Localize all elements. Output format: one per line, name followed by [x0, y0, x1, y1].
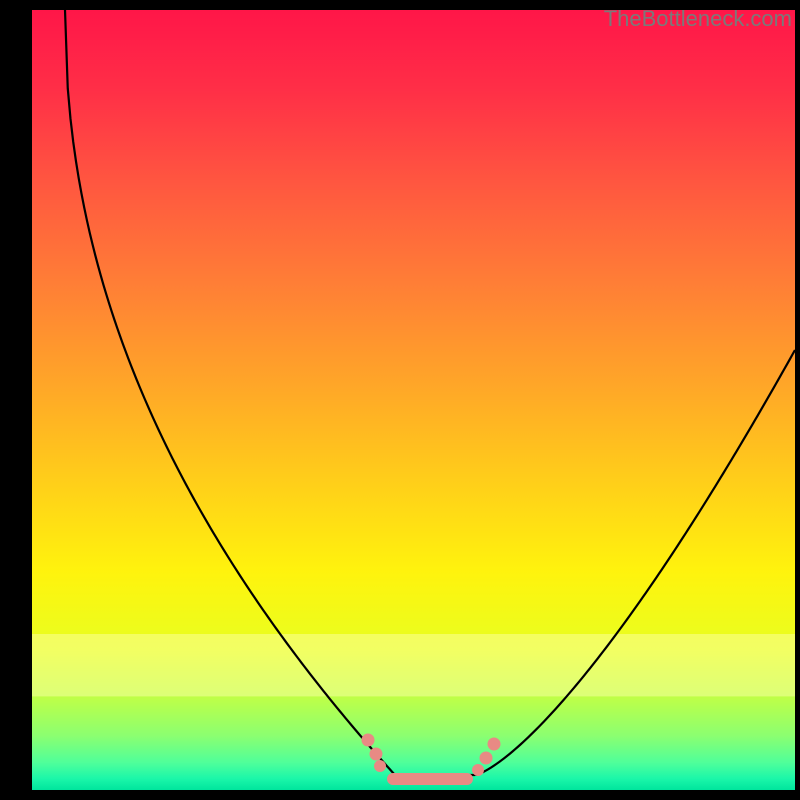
pink-capsule — [387, 773, 473, 785]
pink-dot — [488, 738, 501, 751]
frame-bottom — [0, 790, 800, 800]
pink-dot — [480, 752, 493, 765]
frame-right — [795, 0, 800, 800]
frame-left — [0, 0, 32, 800]
bottleneck-chart — [0, 0, 800, 800]
pink-dot — [374, 760, 386, 772]
pink-dot — [370, 748, 383, 761]
watermark-text: TheBottleneck.com — [604, 6, 792, 32]
yellow-band — [32, 634, 795, 696]
pink-dot — [472, 764, 484, 776]
chart-stage: TheBottleneck.com — [0, 0, 800, 800]
pink-dot — [362, 734, 375, 747]
